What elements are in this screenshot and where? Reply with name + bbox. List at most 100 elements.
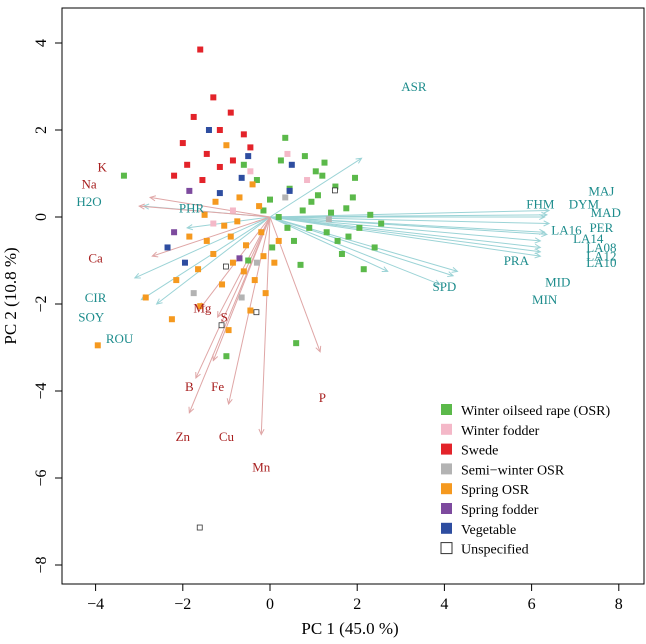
loading-arrowhead <box>543 207 551 214</box>
point-spring-osr <box>271 259 278 266</box>
point-swede <box>216 127 223 133</box>
point-swede <box>216 163 223 170</box>
loading-label-ca: Ca <box>88 251 103 266</box>
point-unspecified <box>196 524 203 531</box>
loading-label-pra: PRA <box>504 253 530 268</box>
point-spring-osr <box>201 211 208 218</box>
point-unspecified <box>218 322 225 329</box>
loading-vector <box>269 209 550 218</box>
point-swede <box>210 94 217 101</box>
loading-label-soy: SOY <box>78 309 105 324</box>
loading-label-la14: LA14 <box>573 231 604 246</box>
y-tick-label: 4 <box>33 39 50 47</box>
point-spring-osr <box>236 194 243 201</box>
y-tick-label: −6 <box>33 469 50 486</box>
loading-arrowhead <box>381 266 389 272</box>
point-spring-osr <box>229 259 236 266</box>
loading-vector <box>156 216 271 305</box>
point-spring-osr <box>240 268 247 275</box>
point-osr <box>301 153 308 160</box>
point-spring-osr <box>219 281 226 288</box>
loading-arrowhead <box>534 252 542 259</box>
point-swede <box>199 177 206 184</box>
point-swede <box>240 131 247 138</box>
loading-arrowhead <box>217 311 223 319</box>
y-tick-label: 2 <box>33 126 50 134</box>
point-spring-osr <box>223 142 230 149</box>
point-osr <box>338 250 345 257</box>
loading-label-b: B <box>185 379 194 394</box>
point-spring-osr <box>173 277 180 284</box>
legend-label-semi-winter: Semi−winter OSR <box>461 463 565 478</box>
legend-swatch-spring-fodder <box>441 503 452 514</box>
legend-label-spring-osr: Spring OSR <box>461 483 530 498</box>
loading-arrowhead <box>543 220 551 227</box>
point-spring-osr <box>249 181 256 188</box>
loading-vector <box>139 205 271 218</box>
point-osr <box>345 233 352 240</box>
point-spring-osr <box>260 253 267 260</box>
loading-arrowhead <box>541 231 549 238</box>
point-vegetable <box>164 244 171 251</box>
point-osr <box>240 161 247 168</box>
point-osr <box>321 159 328 166</box>
loading-vector <box>134 216 271 279</box>
point-spring-osr <box>275 237 282 244</box>
point-winter-fodder <box>210 220 217 227</box>
loading-label-fhm: FHM <box>526 196 555 211</box>
point-swede <box>247 144 254 151</box>
point-semi-winter <box>325 216 332 223</box>
loading-vector <box>269 216 454 277</box>
loading-arrowhead <box>151 251 159 258</box>
point-osr <box>349 194 356 201</box>
point-winter-fodder <box>284 150 291 157</box>
loading-vector <box>260 216 271 435</box>
point-osr <box>267 196 273 203</box>
legend-label-vegetable: Vegetable <box>461 523 516 538</box>
loading-label-mid: MID <box>545 275 570 290</box>
point-spring-fodder <box>236 255 243 262</box>
loading-label-cir: CIR <box>85 290 107 305</box>
loading-vector <box>269 216 550 225</box>
point-osr <box>352 174 359 181</box>
y-axis-label: PC 2 (10.8 %) <box>1 247 20 344</box>
legend-swatch-winter-fodder <box>441 423 452 435</box>
point-spring-osr <box>234 218 241 225</box>
legend-label-osr: Winter oilseed rape (OSR) <box>461 404 610 419</box>
loading-vectors <box>133 157 551 436</box>
loading-label-rou: ROU <box>106 331 134 346</box>
point-spring-osr <box>247 307 254 314</box>
loading-arrowhead <box>451 266 459 273</box>
loading-arrowhead <box>133 272 141 279</box>
point-spring-osr <box>225 327 232 334</box>
point-osr <box>245 257 252 264</box>
point-spring-osr <box>203 237 210 244</box>
loading-label-zn: Zn <box>176 429 191 444</box>
point-osr <box>308 198 315 205</box>
point-swede <box>229 157 236 164</box>
point-osr <box>275 214 282 220</box>
point-winter-fodder <box>247 168 254 175</box>
x-tick-label: 6 <box>528 596 536 613</box>
point-unspecified <box>331 187 338 194</box>
loading-arrowhead <box>447 271 455 278</box>
loading-arrowhead <box>315 345 322 353</box>
point-spring-osr <box>195 266 202 273</box>
loading-arrowhead <box>138 203 145 210</box>
point-osr <box>312 168 319 175</box>
point-spring-osr <box>227 233 234 240</box>
point-osr <box>284 224 291 231</box>
point-spring-osr <box>221 222 228 229</box>
point-spring-osr <box>256 203 263 210</box>
y-tick-label: −4 <box>33 382 50 399</box>
point-vegetable <box>286 187 293 194</box>
loading-label-mg: Mg <box>193 301 212 316</box>
point-osr <box>332 183 339 190</box>
point-osr <box>367 211 374 218</box>
point-spring-osr <box>262 290 269 297</box>
point-osr <box>314 192 321 199</box>
loading-vector <box>150 196 271 218</box>
legend-swatch-semi-winter <box>441 463 452 475</box>
point-spring-osr <box>210 250 217 257</box>
